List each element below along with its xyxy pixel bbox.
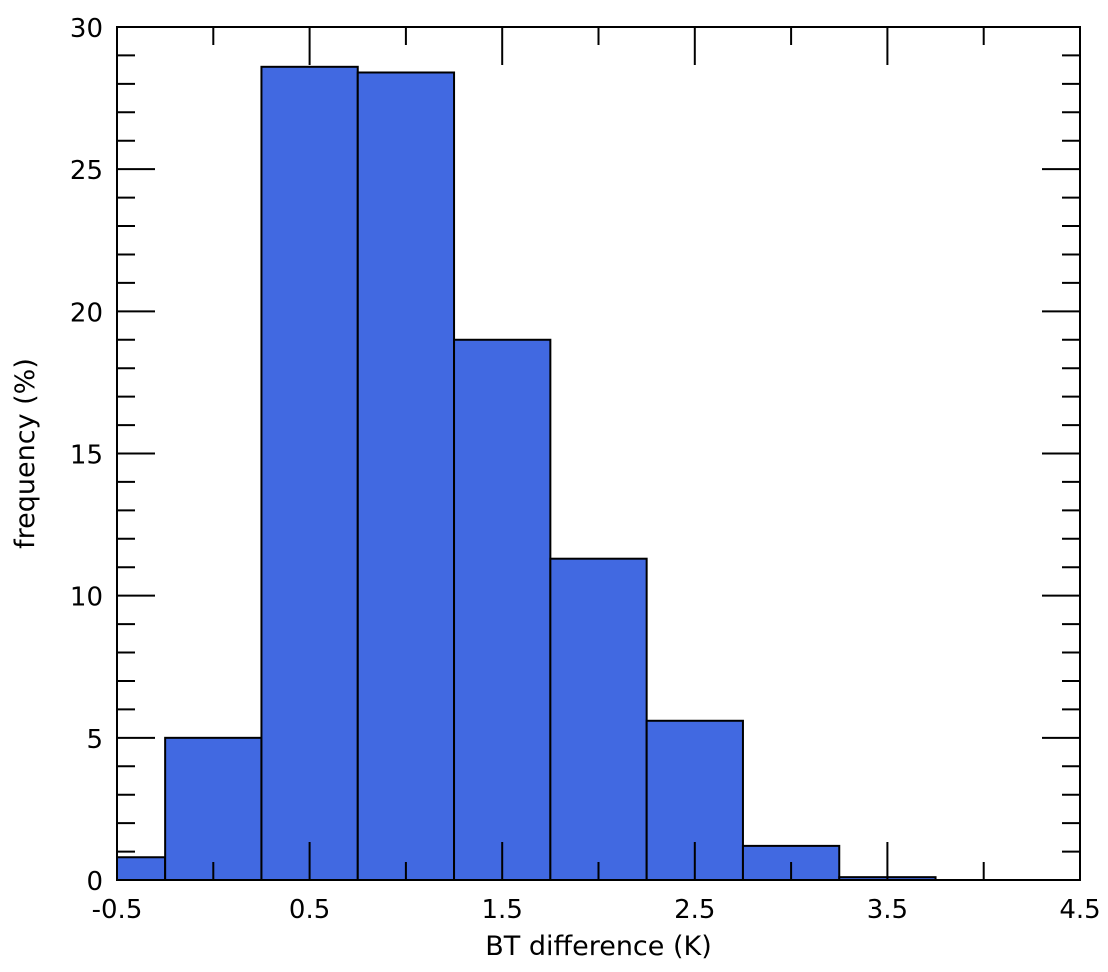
y-tick-label: 30 (70, 14, 103, 44)
y-tick-label: 20 (70, 298, 103, 328)
x-tick-label: 0.5 (289, 895, 330, 925)
x-tick-label: 3.5 (867, 895, 908, 925)
y-tick-label: 15 (70, 441, 103, 471)
x-tick-label: -0.5 (92, 895, 143, 925)
histogram-bar (549, 557, 648, 881)
x-tick-labels: -0.5 0.5 1.5 2.5 3.5 4.5 (92, 895, 1101, 925)
x-tick-label: 1.5 (482, 895, 523, 925)
y-tick-label: 25 (70, 156, 103, 186)
x-tick-label: 4.5 (1059, 895, 1100, 925)
y-axis-title: frequency (%) (10, 358, 41, 549)
y-tick-label: 10 (70, 583, 103, 613)
histogram-bar (260, 65, 359, 882)
histogram-bar (164, 736, 263, 881)
histogram-bar (356, 71, 456, 881)
bars-layer (116, 65, 937, 882)
x-axis-title: BT difference (K) (485, 931, 712, 962)
histogram-bar (453, 338, 552, 881)
histogram-bar (116, 856, 167, 882)
x-tick-label: 2.5 (674, 895, 715, 925)
y-tick-label: 5 (86, 725, 103, 755)
plot-frame (116, 26, 1081, 881)
y-tick-label: 0 (86, 867, 103, 897)
y-tick-labels: 0 5 10 15 20 25 30 (70, 14, 103, 897)
